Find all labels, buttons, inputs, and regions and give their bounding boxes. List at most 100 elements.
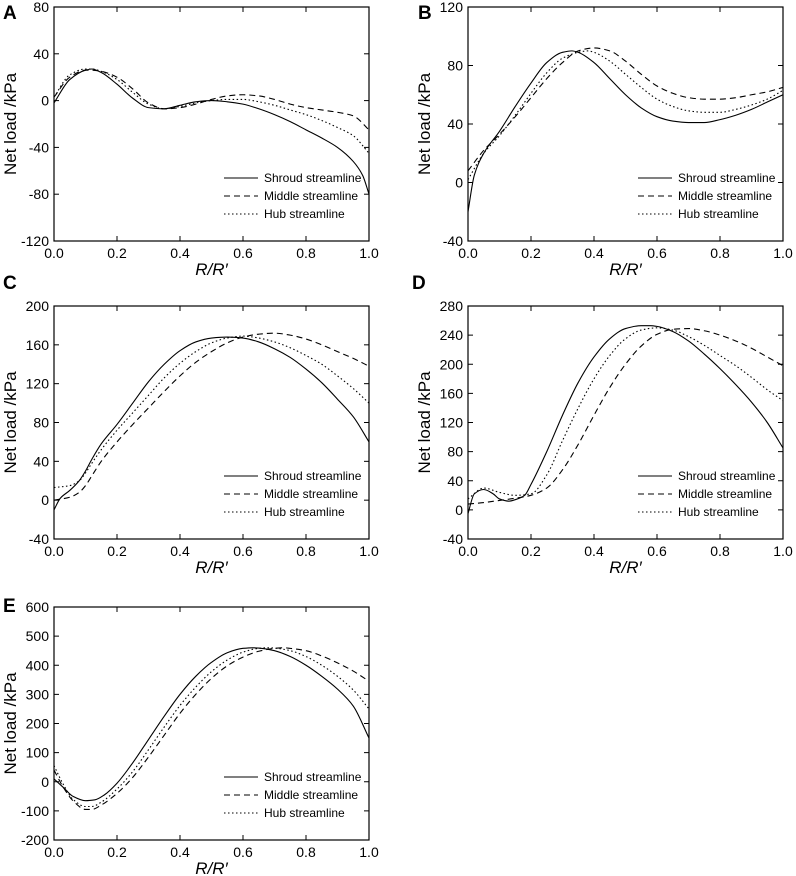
panel-letter-a: A [3,3,17,24]
y-tick-label: 500 [26,628,50,644]
x-tick-label: 0.6 [233,543,253,559]
y-tick-label: 40 [33,46,49,62]
y-tick-label: -200 [21,832,49,848]
x-tick-label: 1.0 [773,245,793,261]
y-tick-label: -100 [21,803,49,819]
x-tick-label: 1.0 [359,245,379,261]
y-axis-title: Net load /kPa [415,371,434,474]
y-tick-label: 40 [33,453,49,469]
y-tick-label: 0 [455,175,463,191]
y-tick-label: 200 [26,298,50,314]
y-tick-label: -40 [443,531,463,547]
y-tick-label: 100 [26,745,50,761]
legend-label-shroud: Shroud streamline [264,469,362,483]
y-tick-label: 0 [455,502,463,518]
x-tick-label: 0.4 [584,543,604,559]
y-tick-label: -80 [29,186,49,202]
x-tick-label: 0.2 [521,245,541,261]
y-tick-label: 200 [440,356,464,372]
y-tick-label: 80 [447,444,463,460]
x-axis-title: R/R′ [609,260,642,279]
series-line-dashed [54,69,369,131]
y-tick-label: 240 [440,327,464,343]
series-line-solid [468,50,783,212]
y-tick-label: 80 [447,58,463,74]
series-line-dotted [468,327,783,500]
x-tick-label: 0.8 [710,543,730,559]
y-axis-title: Net load /kPa [1,672,20,775]
x-tick-label: 0.2 [521,543,541,559]
series-line-dashed [54,647,369,810]
x-tick-label: 0.0 [458,245,478,261]
y-tick-label: 160 [26,337,50,353]
y-tick-label: 400 [26,657,50,673]
y-tick-label: 280 [440,298,464,314]
y-tick-label: 80 [33,415,49,431]
y-tick-label: 120 [26,376,50,392]
series-line-dashed [54,332,369,501]
x-tick-label: 0.4 [584,245,604,261]
y-tick-label: -40 [29,139,49,155]
legend-label-shroud: Shroud streamline [678,171,776,185]
legend-label-hub: Hub streamline [678,505,759,519]
legend-label-middle: Middle streamline [264,487,358,501]
plot-frame [467,6,784,242]
y-tick-label: 120 [440,415,464,431]
x-axis-title: R/R′ [195,260,228,279]
y-tick-label: -120 [21,233,49,249]
x-tick-label: 0.4 [170,245,190,261]
panel-c: C 0.0 0.2 0.4 0.6 0.8 1.0 -40 0 40 80 120 160 200 R/R′… [1,273,379,577]
x-tick-label: 1.0 [359,543,379,559]
x-tick-label: 0.6 [647,245,667,261]
y-tick-label: 0 [41,774,49,790]
x-tick-label: 0.2 [107,543,127,559]
y-axis-title: Net load /kPa [1,371,20,474]
series-line-dashed [468,328,783,505]
legend-label-hub: Hub streamline [264,806,345,820]
x-axis-title: R/R′ [195,859,228,876]
x-tick-label: 1.0 [359,844,379,860]
legend-label-shroud: Shroud streamline [264,171,362,185]
series-line-dashed [468,47,783,172]
y-tick-label: 80 [33,0,49,15]
panel-letter-e: E [3,596,16,617]
legend-label-hub: Hub streamline [678,207,759,221]
panel-d: D 0.0 0.2 0.4 0.6 0.8 1.0 -40 0 40 80 120 160 200 240 2… [412,273,793,577]
x-tick-label: 0.6 [233,844,253,860]
legend-label-hub: Hub streamline [264,207,345,221]
x-tick-label: 0.4 [170,543,190,559]
x-tick-label: 0.0 [44,543,64,559]
series-line-solid [54,336,369,511]
panel-a: A 0.0 0.2 0.4 0.6 0.8 1.0 -120 -80 -40 0 40 80 R/R′ Ne… [1,0,379,279]
panel-letter-d: D [412,273,426,294]
panel-b: B 0.0 0.2 0.4 0.6 0.8 1.0 -40 0 40 80 120 R/R′ Net lo… [415,0,793,279]
x-axis-title: R/R′ [609,558,642,577]
x-tick-label: 0.4 [170,844,190,860]
legend-label-shroud: Shroud streamline [264,770,362,784]
x-tick-label: 0.6 [647,543,667,559]
y-axis-title: Net load /kPa [1,72,20,175]
y-tick-label: 160 [440,385,464,401]
series-line-solid [54,647,369,802]
panel-e: E 0.0 0.2 0.4 0.6 0.8 1.0 -200 -100 0 100 200 300 400… [1,596,379,876]
y-tick-label: 120 [440,0,464,15]
x-tick-label: 1.0 [773,543,793,559]
y-tick-label: 40 [447,116,463,132]
x-tick-label: 0.8 [710,245,730,261]
y-tick-label: 300 [26,686,50,702]
legend-label-middle: Middle streamline [264,189,358,203]
x-tick-label: 0.0 [44,844,64,860]
panel-letter-c: C [3,273,17,294]
y-tick-label: -40 [29,531,49,547]
y-axis-title: Net load /kPa [415,72,434,175]
y-tick-label: 600 [26,599,50,615]
legend-label-middle: Middle streamline [264,788,358,802]
x-tick-label: 0.6 [233,245,253,261]
x-tick-label: 0.0 [44,245,64,261]
series-line-dotted [54,335,369,489]
legend-label-middle: Middle streamline [678,487,772,501]
plot-frame [53,6,370,242]
x-tick-label: 0.8 [296,245,316,261]
y-tick-label: 40 [447,473,463,489]
